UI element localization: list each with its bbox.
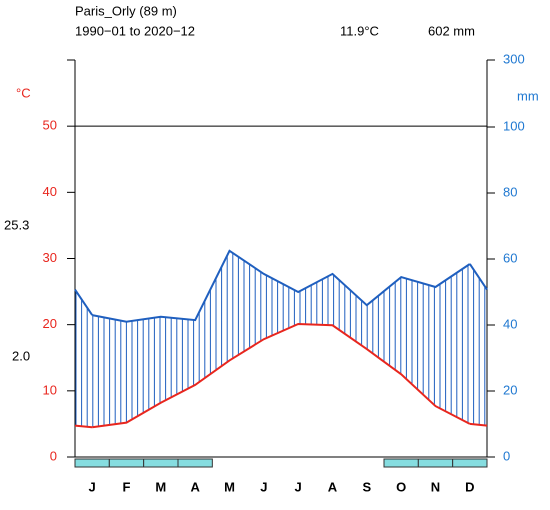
frost-month: [417, 458, 454, 468]
y-axis-unit: °C: [16, 85, 31, 100]
annual-precipitation: 602 mm: [428, 23, 475, 38]
station-title: Paris_Orly (89 m): [75, 3, 177, 18]
mean-temperature: 11.9°C: [340, 23, 379, 38]
curve-edge: [74, 263, 488, 316]
x-tick-label: F: [123, 479, 131, 494]
y-tick-label: 20: [43, 316, 57, 331]
x-tick-label: M: [224, 479, 235, 494]
y2-tick-label: 300: [503, 51, 525, 66]
y2-tick-label: 100: [503, 118, 525, 133]
min-cold-month: 2.0: [12, 348, 30, 363]
max-warm-month: 25.3: [4, 217, 29, 232]
y-tick-label: 10: [43, 382, 57, 397]
humid-hatching: [75, 253, 486, 428]
y2-tick-label: 60: [503, 250, 517, 265]
frost-month: [177, 458, 213, 468]
y2-axis-unit: mm: [517, 88, 539, 103]
y2-tick-label: 40: [503, 316, 517, 331]
x-tick-label: D: [465, 479, 474, 494]
temperature-line: [92, 322, 471, 429]
curve-edge: [74, 422, 488, 429]
x-tick-label: A: [328, 479, 338, 494]
frost-month: [143, 458, 179, 468]
x-tick-label: N: [431, 479, 440, 494]
x-tick-label: J: [260, 479, 267, 494]
x-tick-label: J: [89, 479, 96, 494]
y-tick-label: 50: [43, 118, 57, 133]
x-tick-label: S: [362, 479, 371, 494]
period: 1990−01 to 2020−12: [75, 23, 195, 38]
x-tick-label: A: [190, 479, 200, 494]
precipitation-line: [92, 249, 471, 323]
y2-tick-label: 80: [503, 184, 517, 199]
frost-month: [452, 458, 488, 468]
y-tick-label: 40: [43, 184, 57, 199]
frost-month: [108, 458, 145, 468]
y-tick-label: 0: [50, 448, 57, 463]
x-tick-label: O: [396, 479, 406, 494]
frost-month: [74, 458, 110, 468]
y2-tick-label: 20: [503, 382, 517, 397]
y-tick-label: 30: [43, 250, 57, 265]
x-tick-label: M: [155, 479, 166, 494]
frost-month: [383, 458, 419, 468]
y2-tick-label: 0: [503, 448, 510, 463]
x-tick-label: J: [295, 479, 302, 494]
